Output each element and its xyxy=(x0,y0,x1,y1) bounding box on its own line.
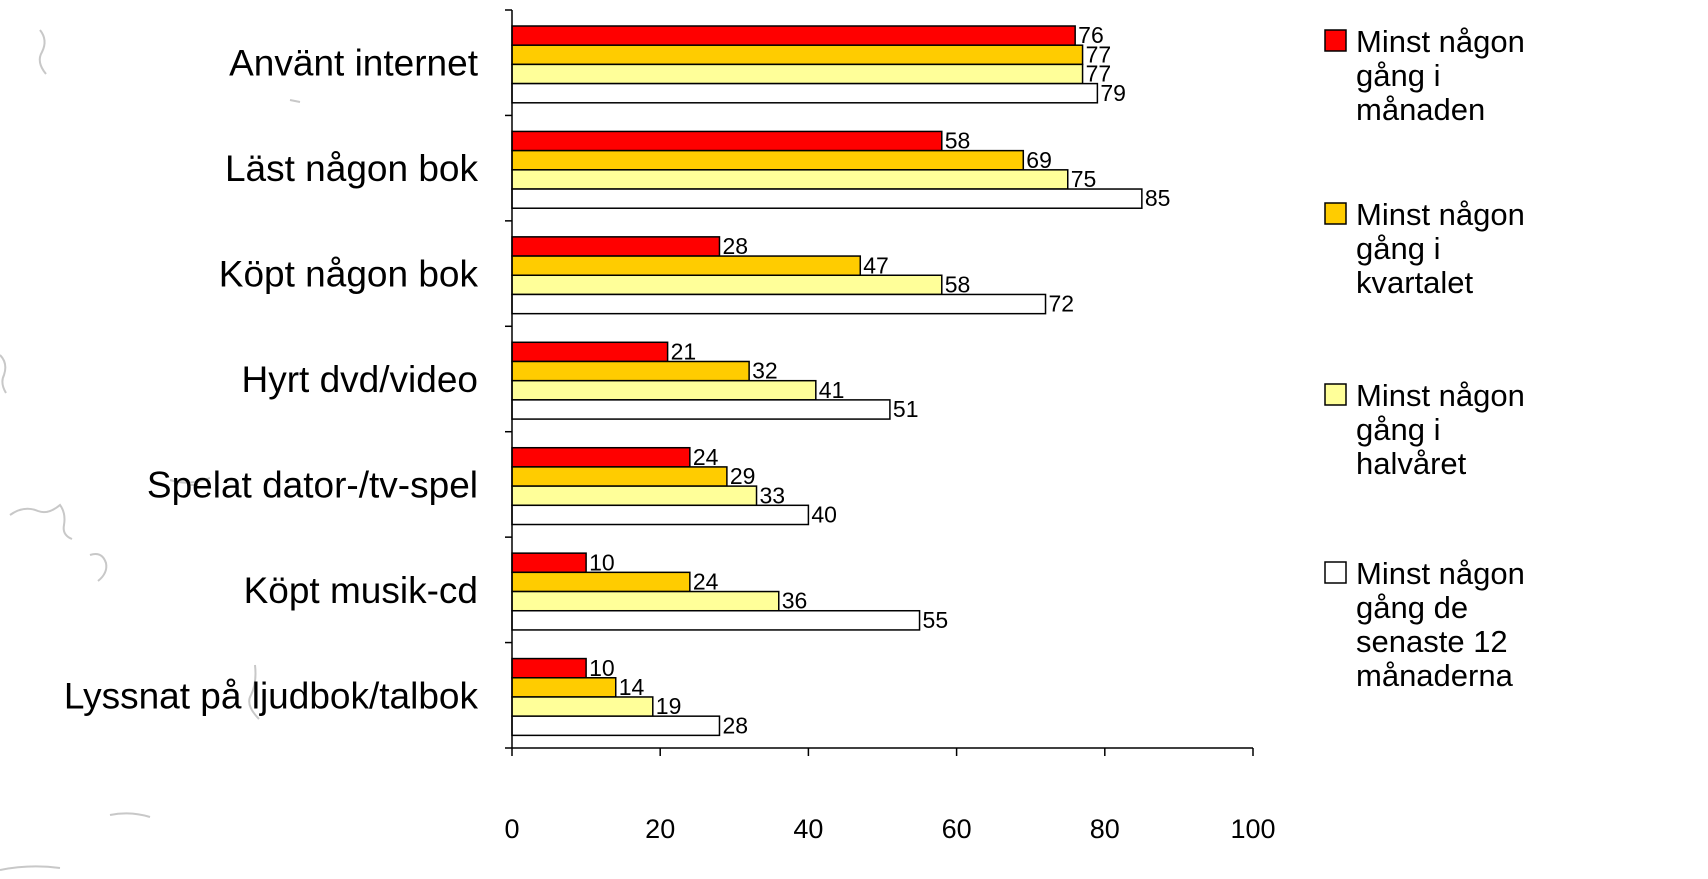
legend-label-1-line-1: Minst någon xyxy=(1356,24,1525,59)
x-tick-label-5: 100 xyxy=(1230,814,1275,844)
bar-6-series-3 xyxy=(512,592,779,611)
data-label-5-series-4: 40 xyxy=(811,502,837,528)
category-label-6: Köpt musik-cd xyxy=(244,570,478,611)
bar-4-series-1 xyxy=(512,342,668,361)
data-label-7-series-4: 28 xyxy=(722,712,748,738)
bar-5-series-1 xyxy=(512,448,690,467)
bar-1-series-1 xyxy=(512,26,1075,45)
data-label-6-series-2: 24 xyxy=(693,569,719,595)
data-label-5-series-2: 29 xyxy=(730,463,756,489)
data-label-6-series-1: 10 xyxy=(589,549,615,575)
x-tick-label-1: 20 xyxy=(645,814,675,844)
legend-label-4-line-3: senaste 12 xyxy=(1356,624,1508,659)
category-label-4: Hyrt dvd/video xyxy=(242,359,479,400)
data-label-6-series-4: 55 xyxy=(923,607,949,633)
data-label-6-series-3: 36 xyxy=(782,588,808,614)
x-tick-label-4: 80 xyxy=(1090,814,1120,844)
data-label-5-series-3: 33 xyxy=(760,482,786,508)
legend-swatch-3 xyxy=(1325,384,1346,405)
bar-1-series-3 xyxy=(512,64,1083,83)
bar-7-series-4 xyxy=(512,716,719,735)
bar-6-series-4 xyxy=(512,611,920,630)
data-label-7-series-1: 10 xyxy=(589,655,615,681)
data-label-2-series-1: 58 xyxy=(945,128,971,154)
bar-1-series-4 xyxy=(512,84,1097,103)
legend-label-3-line-2: gång i xyxy=(1356,412,1440,447)
data-label-1-series-4: 79 xyxy=(1100,80,1126,106)
x-tick-label-3: 60 xyxy=(942,814,972,844)
category-label-2: Läst någon bok xyxy=(225,148,479,189)
legend-label-2-line-3: kvartalet xyxy=(1356,265,1474,300)
data-label-2-series-4: 85 xyxy=(1145,185,1171,211)
data-label-3-series-4: 72 xyxy=(1049,291,1075,317)
bar-2-series-3 xyxy=(512,170,1068,189)
bar-5-series-3 xyxy=(512,486,757,505)
legend-label-2-line-1: Minst någon xyxy=(1356,197,1525,232)
bar-7-series-1 xyxy=(512,659,586,678)
bar-7-series-3 xyxy=(512,697,653,716)
category-label-5: Spelat dator-/tv-spel xyxy=(147,464,478,505)
bar-3-series-4 xyxy=(512,294,1046,313)
legend-label-3-line-3: halvåret xyxy=(1356,446,1467,481)
legend-label-1-line-3: månaden xyxy=(1356,92,1485,127)
data-label-7-series-2: 14 xyxy=(619,674,645,700)
bar-4-series-4 xyxy=(512,400,890,419)
legend-label-4-line-1: Minst någon xyxy=(1356,556,1525,591)
legend-label-4-line-2: gång de xyxy=(1356,590,1468,625)
bar-2-series-4 xyxy=(512,189,1142,208)
bar-2-series-1 xyxy=(512,131,942,150)
bar-6-series-1 xyxy=(512,553,586,572)
data-label-4-series-3: 41 xyxy=(819,377,845,403)
legend-label-4-line-4: månaderna xyxy=(1356,658,1514,693)
bar-4-series-3 xyxy=(512,381,816,400)
x-tick-label-0: 0 xyxy=(504,814,519,844)
data-label-7-series-3: 19 xyxy=(656,693,682,719)
category-label-7: Lyssnat på ljudbok/talbok xyxy=(64,675,479,716)
bar-2-series-2 xyxy=(512,151,1023,170)
bar-1-series-2 xyxy=(512,45,1083,64)
bar-5-series-2 xyxy=(512,467,727,486)
data-label-4-series-1: 21 xyxy=(671,338,697,364)
bar-7-series-2 xyxy=(512,678,616,697)
bar-4-series-2 xyxy=(512,361,749,380)
category-label-1: Använt internet xyxy=(229,43,479,84)
bar-6-series-2 xyxy=(512,572,690,591)
data-label-3-series-3: 58 xyxy=(945,271,971,297)
data-label-5-series-1: 24 xyxy=(693,444,719,470)
data-label-4-series-2: 32 xyxy=(752,358,778,384)
legend-swatch-1 xyxy=(1325,30,1346,51)
data-label-4-series-4: 51 xyxy=(893,396,919,422)
data-label-2-series-3: 75 xyxy=(1071,166,1097,192)
data-label-3-series-1: 28 xyxy=(722,233,748,259)
legend-swatch-2 xyxy=(1325,203,1346,224)
bar-3-series-1 xyxy=(512,237,719,256)
legend-label-2-line-2: gång i xyxy=(1356,231,1440,266)
data-label-3-series-2: 47 xyxy=(863,252,889,278)
bar-3-series-3 xyxy=(512,275,942,294)
x-tick-label-2: 40 xyxy=(793,814,823,844)
category-label-3: Köpt någon bok xyxy=(219,254,479,295)
data-label-2-series-2: 69 xyxy=(1026,147,1052,173)
bar-5-series-4 xyxy=(512,505,808,524)
bar-3-series-2 xyxy=(512,256,860,275)
legend-label-3-line-1: Minst någon xyxy=(1356,378,1525,413)
legend-swatch-4 xyxy=(1325,562,1346,583)
legend-label-1-line-2: gång i xyxy=(1356,58,1440,93)
